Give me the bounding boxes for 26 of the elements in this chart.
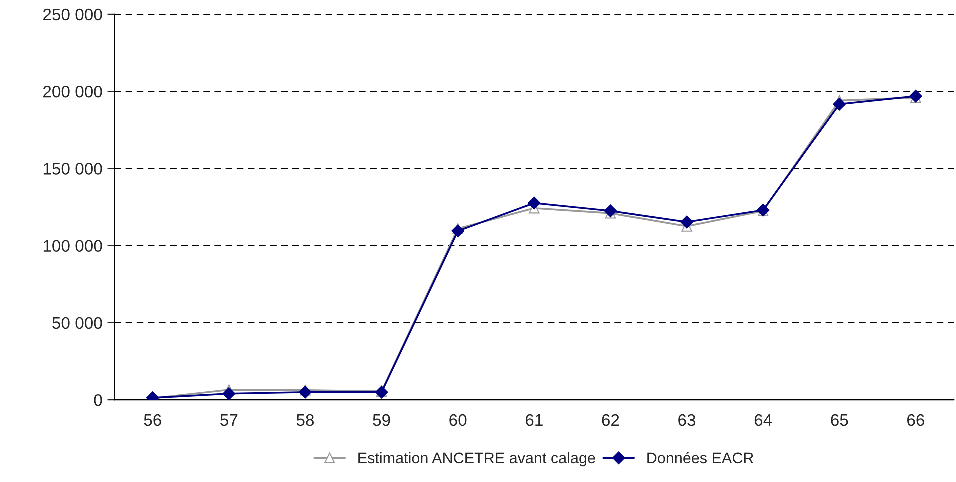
legend-label: Estimation ANCETRE avant calage [358,452,596,467]
y-tick-label: 150 000 [44,163,102,175]
x-tick-label: 59 [373,414,390,426]
point [604,204,618,218]
point [833,98,846,111]
y-tick-label: 200 000 [44,86,102,98]
x-tick-label: 66 [908,414,924,426]
y-tick-label: 250 000 [44,8,102,21]
x-tick-label: 64 [754,414,772,426]
point [528,196,541,210]
x-tick-label: 61 [526,414,543,426]
y-tick-label: 50 000 [52,317,102,330]
legend-label: Données EACR [648,452,754,464]
x-tick-label: 57 [220,414,238,426]
point [299,386,312,399]
x-tick-label: 58 [296,414,314,426]
y-tick-label: 0 [94,394,102,406]
point [222,387,236,400]
x-tick-label: 62 [602,414,620,426]
x-tick-label: 63 [678,414,696,426]
x-tick-label: 60 [450,414,467,426]
x-tick-label: 65 [831,414,848,426]
point [680,216,694,229]
point [452,224,465,238]
y-tick-label: 100 000 [44,240,102,252]
x-tick-label: 56 [144,414,162,426]
